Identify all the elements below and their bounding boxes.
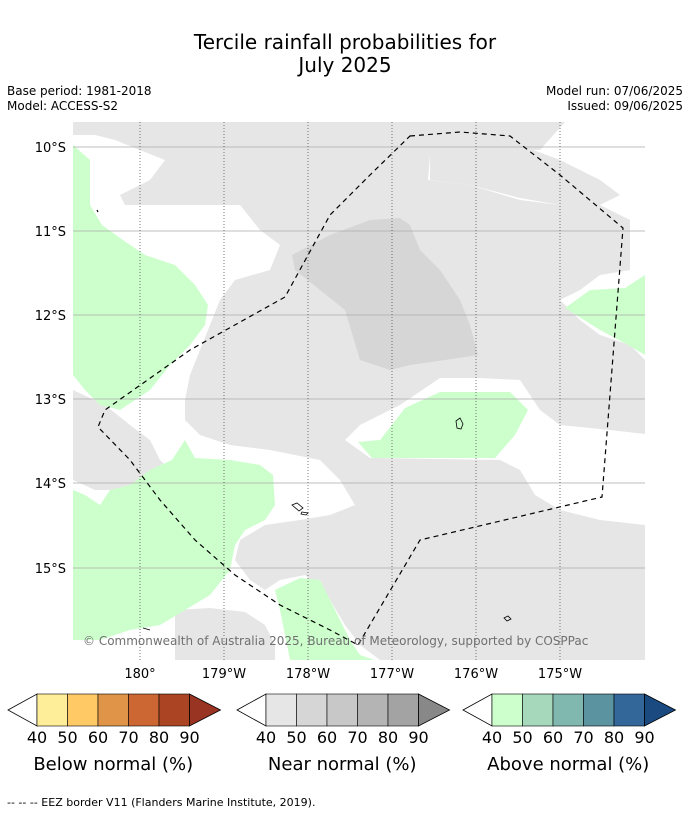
colorbar-title: Near normal (%)	[268, 754, 417, 775]
colorbar-tick-label: 70	[118, 728, 138, 747]
colorbar-swatch	[522, 693, 554, 727]
issued-date: Issued: 09/06/2025	[567, 99, 683, 113]
colorbar-below-normal: 40 50 60 70 80 90 Below normal (%)	[7, 693, 222, 775]
colorbar-swatch	[265, 693, 297, 727]
colorbar-right-extension	[644, 693, 677, 727]
colorbar-swatch	[128, 693, 160, 727]
colorbar-tick-label: 80	[378, 728, 398, 747]
title-line-2: July 2025	[298, 53, 392, 77]
colorbar-above-normal: 40 50 60 70 80 90 Above normal (%)	[462, 693, 677, 775]
eez-border-line	[97, 131, 624, 646]
colorbar-title: Above normal (%)	[487, 754, 649, 775]
lon-tick-label: 178°W	[286, 667, 330, 682]
colorbar-tick-label: 90	[179, 728, 199, 747]
colorbar-swatch	[583, 693, 615, 727]
colorbar-tick-label: 60	[88, 728, 108, 747]
base-period: Base period: 1981-2018	[7, 84, 152, 98]
colorbar-right-extension	[189, 693, 222, 727]
eez-footnote: -- -- -- EEZ border V11 (Flanders Marine…	[7, 796, 316, 809]
meta-right: Model run: 07/06/2025 Issued: 09/06/2025	[546, 84, 683, 114]
longitude-labels: 180° 179°W 178°W 177°W 176°W 175°W	[124, 667, 582, 682]
colorbar-tick-label: 70	[573, 728, 593, 747]
near-normal-region-main	[73, 122, 645, 660]
lat-tick-label: 15°S	[35, 562, 66, 577]
colorbar-right-extension	[418, 693, 451, 727]
colorbar-left-extension	[236, 693, 267, 727]
latitude-labels: 10°S 11°S 12°S 13°S 14°S 15°S	[35, 141, 66, 577]
latitude-gridlines	[73, 146, 645, 569]
lon-tick-label: 180°	[124, 667, 155, 682]
colorbar-swatch	[387, 693, 419, 727]
colorbar-tick-label: 50	[512, 728, 532, 747]
colorbar-near-normal: 40 50 60 70 80 90 Near normal (%)	[236, 693, 451, 775]
chart-title: Tercile rainfall probabilities for July …	[0, 31, 690, 77]
colorbar-tick-label: 70	[347, 728, 367, 747]
colorbar-tick-label: 40	[256, 728, 276, 747]
near-normal-region-west	[73, 390, 170, 490]
near-normal-region-topright	[430, 145, 620, 205]
copyright-text: © Commonwealth of Australia 2025, Bureau…	[83, 634, 588, 648]
above-normal-region-south	[275, 578, 375, 660]
lon-tick-label: 177°W	[370, 667, 414, 682]
lat-tick-label: 11°S	[35, 225, 66, 240]
lon-tick-label: 176°W	[454, 667, 498, 682]
colorbar-tick-label: 40	[482, 728, 502, 747]
model-name: Model: ACCESS-S2	[7, 99, 119, 113]
colorbar-left-extension	[7, 693, 38, 727]
colorbars: 40 50 60 70 80 90 Below normal (%) 40 50 60 70 80 90…	[7, 693, 677, 775]
lat-tick-label: 13°S	[35, 393, 66, 408]
colorbar-swatch	[613, 693, 645, 727]
lat-tick-label: 10°S	[35, 141, 66, 156]
colorbar-tick-label: 90	[408, 728, 428, 747]
colorbar-swatch	[158, 693, 190, 727]
colorbar-swatch	[357, 693, 389, 727]
lat-tick-label: 12°S	[35, 309, 66, 324]
colorbar-swatch	[552, 693, 584, 727]
map-plot-area: © Commonwealth of Australia 2025, Bureau…	[73, 122, 645, 660]
above-normal-region-southwest	[73, 440, 275, 640]
colorbar-tick-label: 40	[27, 728, 47, 747]
colorbar-swatch	[296, 693, 328, 727]
colorbar-tick-label: 80	[604, 728, 624, 747]
colorbar-tick-label: 50	[286, 728, 306, 747]
colorbar-swatch	[326, 693, 358, 727]
colorbar-tick-label: 60	[543, 728, 563, 747]
map-figure: © Commonwealth of Australia 2025, Bureau…	[7, 122, 677, 775]
colorbar-swatch	[67, 693, 99, 727]
lat-tick-label: 14°S	[35, 477, 66, 492]
colorbar-swatch	[491, 693, 523, 727]
colorbar-title: Below normal (%)	[33, 754, 193, 775]
lon-tick-label: 179°W	[202, 667, 246, 682]
colorbar-swatch	[97, 693, 129, 727]
colorbar-left-extension	[462, 693, 493, 727]
model-run: Model run: 07/06/2025	[545, 84, 683, 98]
island-northwest	[96, 209, 99, 213]
near-normal-darker-region	[292, 218, 478, 370]
meta-left: Base period: 1981-2018 Model: ACCESS-S2	[7, 84, 152, 114]
island-west	[142, 627, 151, 631]
colorbar-tick-label: 60	[317, 728, 337, 747]
island-south	[503, 615, 512, 622]
title-line-1: Tercile rainfall probabilities for	[193, 30, 497, 54]
colorbar-tick-label: 50	[57, 728, 77, 747]
island-southwest	[291, 502, 309, 516]
above-normal-region-west	[73, 145, 208, 410]
near-normal-region-sw	[175, 608, 275, 660]
colorbar-tick-label: 90	[634, 728, 654, 747]
lon-tick-label: 175°W	[538, 667, 582, 682]
colorbar-swatch	[36, 693, 68, 727]
island-central	[455, 417, 464, 430]
above-normal-region-central	[358, 392, 528, 458]
colorbar-tick-label: 80	[149, 728, 169, 747]
